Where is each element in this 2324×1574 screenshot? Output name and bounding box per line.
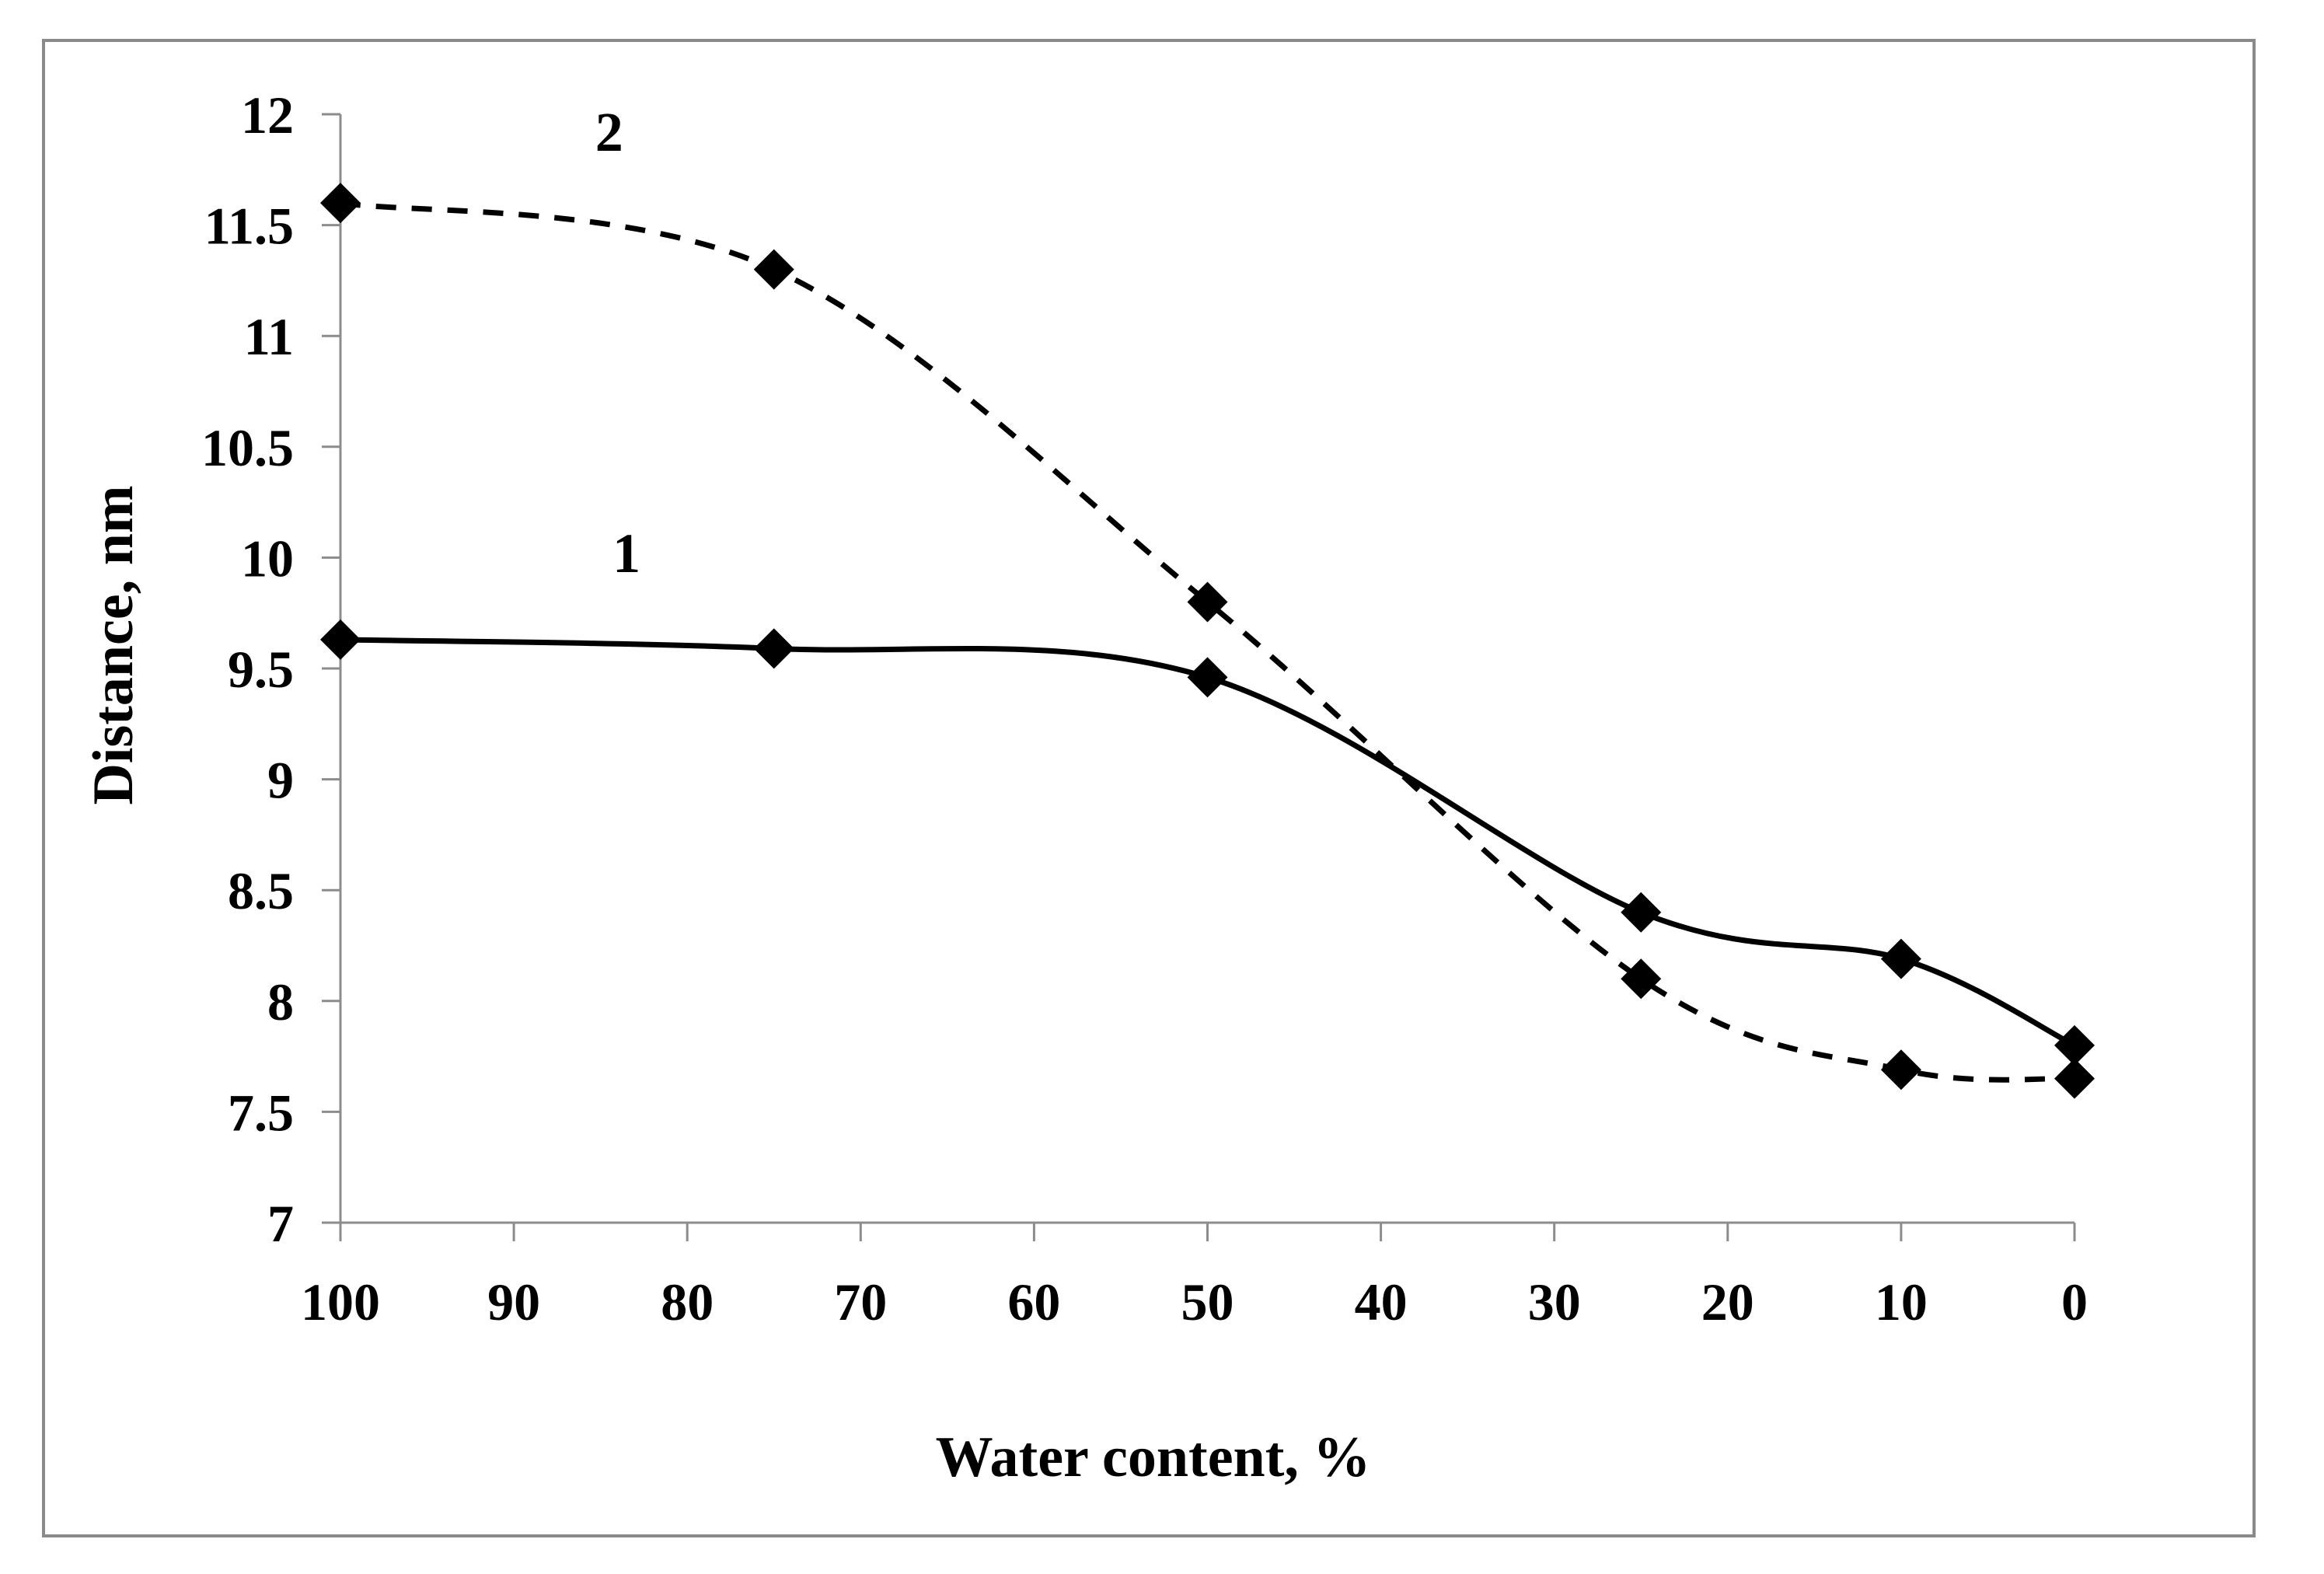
x-tick-label: 40: [1355, 1272, 1408, 1331]
y-axis-title: Distance, nm: [82, 485, 145, 804]
series-1-point: [1880, 938, 1921, 979]
x-axis-title: Water content, %: [936, 1426, 1371, 1489]
series-2-point: [1621, 958, 1662, 1000]
y-tick-label: 10.5: [201, 418, 294, 477]
series-1-point: [1621, 892, 1662, 933]
chart-frame: 7 7.5 8 8.5 9 9.5 10 10.5 11 11.5 12 100 90 80 70 60 50 4…: [42, 39, 2256, 1537]
x-tick-label: 10: [1875, 1272, 1928, 1331]
series-1-point: [320, 619, 361, 660]
y-tick-label: 10: [241, 529, 294, 588]
series-2-point: [1880, 1049, 1921, 1091]
y-tick-label: 9.5: [228, 640, 294, 699]
curve-label-2: 2: [595, 101, 623, 163]
series-2-point: [320, 183, 361, 224]
x-tick-label: 100: [301, 1272, 380, 1331]
x-tick-label: 50: [1181, 1272, 1234, 1331]
y-tick-label: 12: [241, 86, 294, 145]
y-tick-label: 8.5: [228, 861, 294, 920]
curve-label-1: 1: [612, 522, 640, 585]
series-1-point: [2054, 1024, 2095, 1066]
y-tick-label: 8: [267, 972, 294, 1031]
series-2-point: [2054, 1058, 2095, 1099]
markers: [320, 183, 2095, 1099]
y-tick-label: 7: [267, 1194, 294, 1253]
x-tick-label: 20: [1701, 1272, 1754, 1331]
curves: [340, 200, 2076, 1083]
labels: Water content, % Distance, nm 1 2: [82, 101, 1370, 1489]
x-tick-label: 60: [1007, 1272, 1060, 1331]
x-tick-label: 0: [2061, 1272, 2088, 1331]
x-tick-label: 70: [834, 1272, 887, 1331]
x-tick-label: 80: [661, 1272, 714, 1331]
y-tick-label: 11: [244, 307, 294, 366]
y-tick-label: 11.5: [204, 197, 294, 256]
series-1-point: [753, 628, 794, 669]
series-1-line: [340, 637, 2076, 1048]
series-1-point: [1187, 657, 1228, 698]
y-tick-label: 9: [267, 751, 294, 810]
series-2-line: [340, 200, 2075, 1083]
series-2-point: [753, 249, 794, 290]
x-tick-label: 30: [1528, 1272, 1581, 1331]
y-tick-label: 7.5: [228, 1083, 294, 1142]
x-tick-label: 90: [487, 1272, 540, 1331]
series-2-point: [1187, 581, 1228, 623]
